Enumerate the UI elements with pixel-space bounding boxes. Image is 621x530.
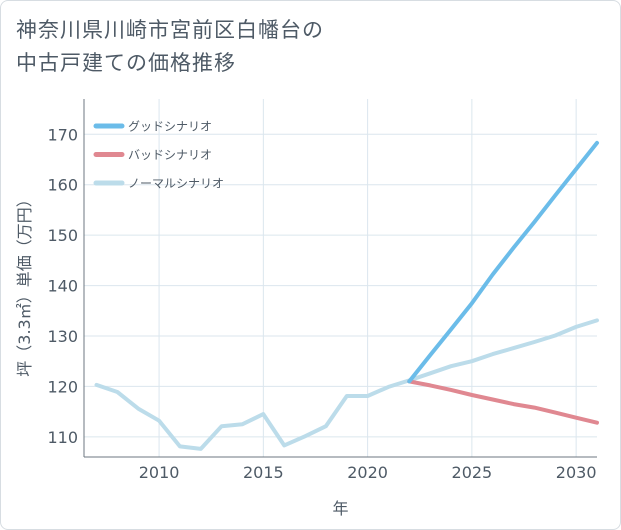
- y-tick-label: 160: [47, 176, 78, 195]
- series-line-normal: [94, 318, 599, 451]
- chart-title-line2: 中古戸建ての価格推移: [16, 51, 236, 75]
- legend-label: ノーマルシナリオ: [128, 177, 224, 191]
- x-tick-label: 2010: [139, 463, 180, 482]
- legend-item-bad: バッドシナリオ: [93, 148, 212, 162]
- x-tick-label: 2030: [556, 463, 597, 482]
- chart-title: 神奈川県川崎市宮前区白幡台の 中古戸建ての価格推移: [16, 14, 324, 80]
- legend-item-good: グッドシナリオ: [93, 120, 212, 134]
- x-axis-label: 年: [332, 499, 348, 518]
- x-tick-label: 2015: [243, 463, 284, 482]
- legend-item-normal: ノーマルシナリオ: [93, 177, 224, 191]
- y-tick-label: 120: [47, 377, 78, 396]
- y-tick-label: 110: [47, 428, 78, 447]
- y-tick-label: 140: [47, 277, 78, 296]
- x-tick-label: 2025: [452, 463, 493, 482]
- y-axis-ticks: 110 120 130 140 150 160 170: [47, 125, 78, 447]
- chart-axes: [83, 99, 597, 458]
- plot-background: [84, 99, 597, 457]
- y-tick-label: 170: [47, 125, 78, 144]
- y-axis-label: 坪（3.3㎡）単価（万円）: [15, 191, 34, 376]
- y-tick-label: 150: [47, 226, 78, 245]
- plot-area: [94, 140, 599, 451]
- legend-label: グッドシナリオ: [128, 120, 212, 134]
- legend-label: バッドシナリオ: [128, 148, 212, 162]
- x-axis-ticks: 2010 2015 2020 2025 2030: [139, 463, 597, 482]
- x-tick-label: 2020: [347, 463, 388, 482]
- chart-grid: [84, 99, 597, 457]
- y-tick-label: 130: [47, 327, 78, 346]
- chart-title-line1: 神奈川県川崎市宮前区白幡台の: [16, 18, 324, 42]
- series-line-good: [407, 140, 599, 384]
- series-line-bad: [407, 379, 599, 425]
